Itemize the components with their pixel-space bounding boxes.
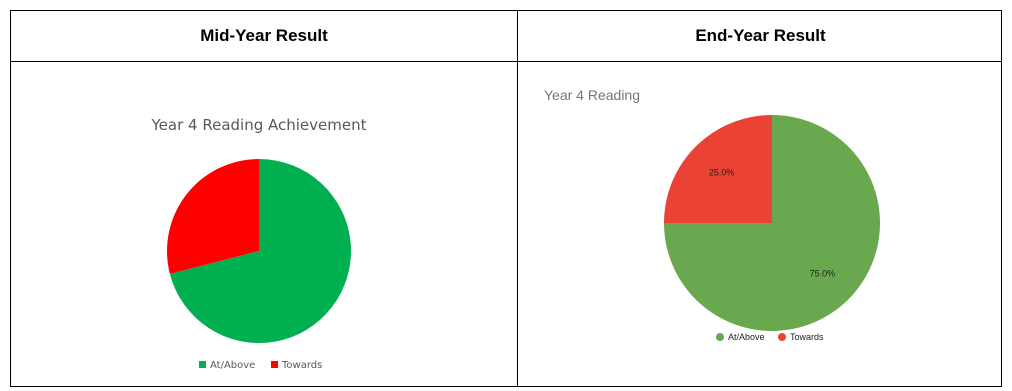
end-year-legend-swatch-towards xyxy=(778,333,786,341)
mid-year-pie-chart: Year 4 Reading Achievement At/Above Towar… xyxy=(151,116,367,371)
mid-year-legend-swatch-towards xyxy=(271,361,278,368)
end-year-legend-swatch-at-above xyxy=(716,333,724,341)
column-divider xyxy=(517,11,518,386)
end-year-chart-title: Year 4 Reading xyxy=(544,87,640,103)
results-table: Mid-Year Result End-Year Result Year 4 R… xyxy=(10,10,1002,387)
mid-year-chart-title: Year 4 Reading Achievement xyxy=(151,116,367,134)
end-year-legend-label-at-above: At/Above xyxy=(728,332,765,342)
header-divider xyxy=(11,61,1001,62)
mid-year-legend-label-at-above: At/Above xyxy=(210,360,255,371)
mid-year-slice-towards xyxy=(167,159,259,274)
end-year-pie-chart: Year 4 Reading 75.0% 25.0% At/Above Toward… xyxy=(544,87,880,342)
end-year-data-label-towards: 25.0% xyxy=(709,168,735,178)
mid-year-legend-label-towards: Towards xyxy=(281,360,322,371)
mid-year-header: Mid-Year Result xyxy=(200,26,328,45)
end-year-slice-towards xyxy=(664,115,772,223)
end-year-header: End-Year Result xyxy=(695,26,826,45)
mid-year-slice-at-above xyxy=(169,159,351,344)
end-year-legend-label-towards: Towards xyxy=(790,332,824,342)
end-year-data-label-at-above: 75.0% xyxy=(810,268,836,278)
mid-year-legend-swatch-at-above xyxy=(199,361,206,368)
